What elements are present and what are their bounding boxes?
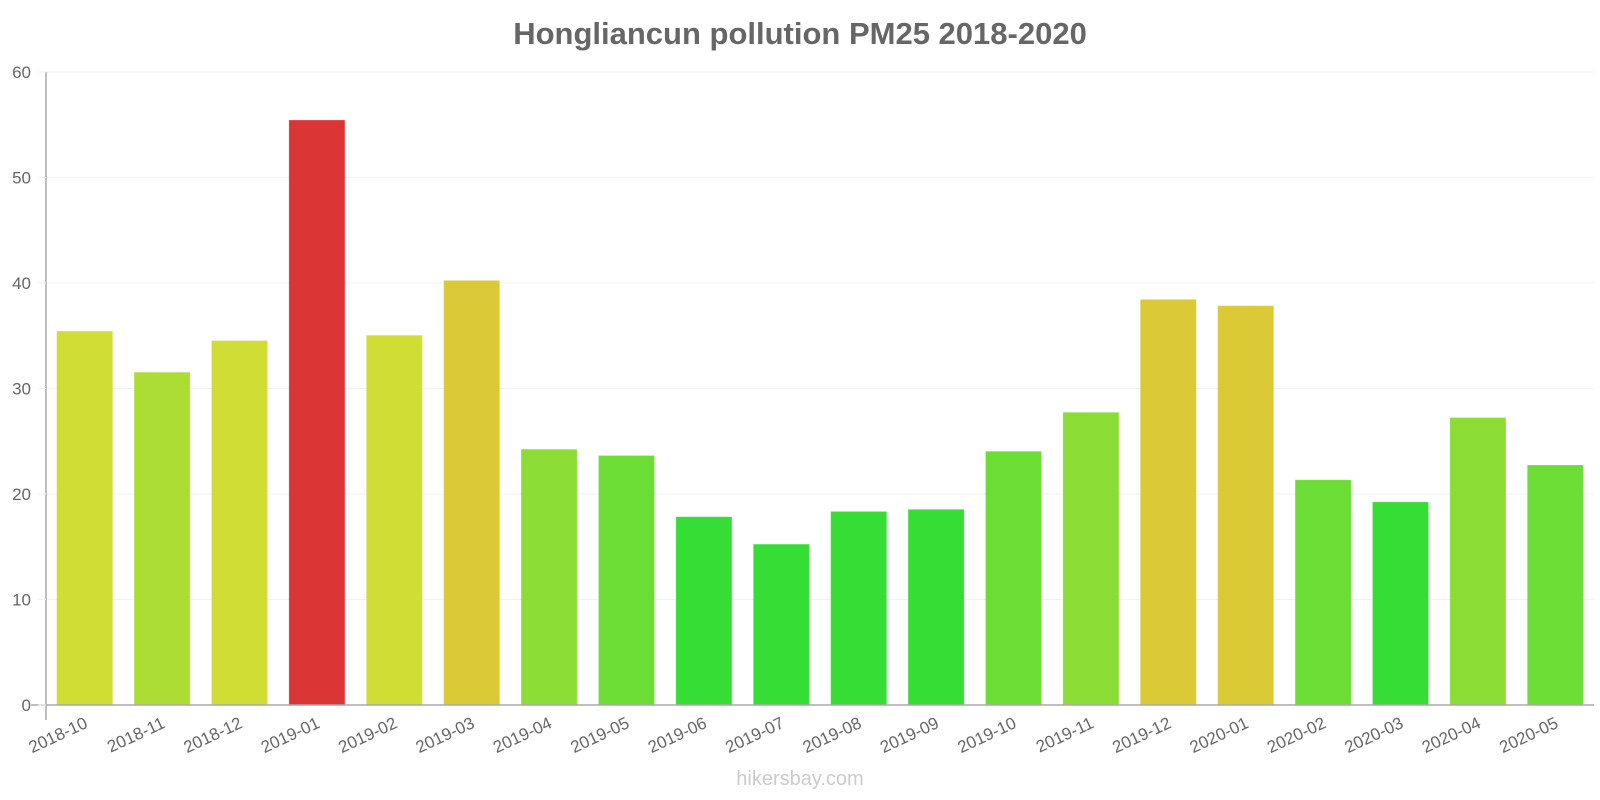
bar-2019-07 — [753, 544, 810, 706]
bar-2019-09 — [908, 509, 965, 706]
x-tick-label: 2019-06 — [645, 713, 710, 757]
x-tick-label: 2019-03 — [413, 713, 478, 757]
x-tick-label: 2020-05 — [1496, 713, 1561, 757]
bar-2019-02 — [366, 335, 423, 706]
bars — [56, 120, 1584, 706]
x-tick-label: 2019-10 — [955, 713, 1020, 757]
x-tick-label: 2019-04 — [490, 713, 555, 757]
x-tick-label: 2019-09 — [877, 713, 942, 757]
gridlines — [46, 71, 1594, 600]
x-tick-label: 2019-05 — [568, 713, 633, 757]
y-tick-label: 50 — [12, 169, 31, 188]
x-tick-label: 2019-01 — [258, 713, 323, 757]
y-tick-label: 40 — [12, 274, 31, 293]
x-axis-ticks: 2018-10 2018-11 2018-12 2019-01 2019-02 2019-… — [26, 713, 1561, 757]
chart-title: Hongliancun pollution PM25 2018-2020 — [513, 16, 1087, 51]
bar-2020-01 — [1217, 305, 1274, 706]
bar-2018-12 — [211, 340, 268, 706]
y-tick-label: 60 — [12, 63, 31, 82]
bar-2018-10 — [56, 331, 113, 706]
y-tick-label: 30 — [12, 380, 31, 399]
axes — [31, 72, 1594, 720]
x-tick-label: 2018-11 — [104, 713, 167, 756]
y-tick-label: 20 — [12, 485, 31, 504]
bar-2019-05 — [598, 455, 655, 706]
bar-2020-03 — [1372, 501, 1429, 706]
y-tick-label: 10 — [12, 591, 31, 610]
bar-2019-10 — [985, 451, 1042, 706]
x-tick-label: 2018-10 — [26, 713, 91, 757]
x-tick-label: 2018-12 — [181, 713, 246, 757]
x-tick-label: 2019-02 — [335, 713, 400, 757]
y-axis-ticks: 0 10 20 30 40 50 60 — [12, 63, 46, 715]
x-tick-label: 2020-03 — [1342, 713, 1407, 757]
x-tick-label: 2020-04 — [1419, 713, 1484, 757]
bar-2019-06 — [675, 516, 732, 706]
x-tick-label: 2019-07 — [722, 713, 787, 757]
x-tick-label: 2020-02 — [1264, 713, 1329, 757]
x-tick-label: 2019-11 — [1033, 713, 1096, 756]
bar-2019-04 — [521, 449, 578, 706]
x-tick-label: 2020-01 — [1187, 713, 1252, 757]
bar-2019-08 — [830, 511, 887, 706]
bar-2019-01 — [288, 120, 345, 706]
watermark: hikersbay.com — [736, 768, 864, 790]
x-tick-label: 2019-12 — [1109, 713, 1174, 757]
bar-2020-05 — [1527, 465, 1584, 706]
bar-2020-02 — [1295, 479, 1352, 706]
bar-2019-12 — [1140, 299, 1197, 706]
x-tick-label: 2019-08 — [800, 713, 865, 757]
bar-2018-11 — [134, 372, 191, 706]
bar-2019-11 — [1062, 412, 1119, 706]
bar-2019-03 — [443, 280, 500, 706]
y-tick-label: 0 — [22, 696, 31, 715]
bar-2020-04 — [1449, 417, 1506, 706]
